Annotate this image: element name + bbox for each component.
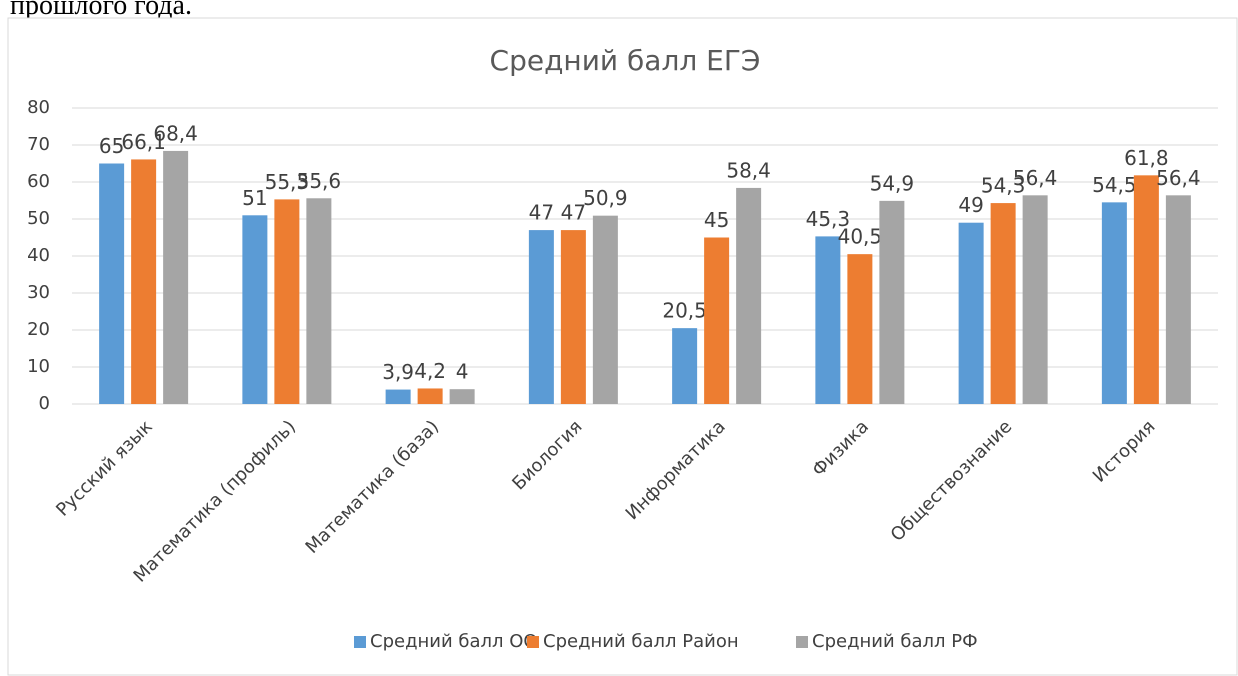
bar [306, 198, 332, 404]
bar [528, 230, 554, 404]
data-label: 55,6 [297, 169, 342, 193]
bar [131, 159, 157, 404]
legend-swatch [354, 636, 366, 648]
bar [672, 328, 698, 404]
data-label: 20,5 [662, 299, 707, 323]
data-label: 3,9 [382, 360, 414, 384]
legend-label: Средний балл Район [543, 631, 739, 652]
legend-swatch [796, 636, 808, 648]
bar [1101, 202, 1127, 404]
bar [592, 215, 618, 404]
data-label: 54,9 [870, 171, 915, 195]
data-label: 40,5 [838, 225, 883, 249]
y-tick-label: 40 [27, 245, 50, 266]
y-tick-label: 10 [27, 356, 50, 377]
data-label: 4,2 [414, 359, 446, 383]
data-label: 49 [958, 193, 983, 217]
legend-label: Средний балл РФ [812, 631, 978, 652]
legend-swatch [527, 636, 539, 648]
y-tick-label: 70 [27, 134, 50, 155]
bar [163, 150, 189, 404]
data-label: 65 [99, 134, 124, 158]
bar [736, 187, 762, 404]
data-label: 54,5 [1092, 173, 1137, 197]
data-label: 56,4 [1013, 166, 1058, 190]
data-label: 47 [529, 201, 554, 225]
data-label: 47 [561, 201, 586, 225]
bar [385, 389, 411, 404]
bar [274, 199, 300, 404]
chart-frame [7, 17, 1238, 676]
y-tick-label: 50 [27, 208, 50, 229]
chart-title: Средний балл ЕГЭ [490, 44, 761, 77]
page-text: прошлого года. [10, 0, 192, 21]
data-label: 66,1 [121, 130, 166, 154]
bar [704, 237, 730, 404]
data-label: 56,4 [1156, 166, 1201, 190]
y-tick-label: 60 [27, 171, 50, 192]
y-tick-label: 0 [39, 393, 50, 414]
data-label: 51 [242, 186, 267, 210]
bar [990, 203, 1016, 404]
bar [242, 215, 268, 404]
bar [560, 230, 586, 404]
bar [1022, 195, 1048, 404]
data-label: 54,3 [981, 174, 1026, 198]
data-label: 55,3 [265, 170, 310, 194]
data-label: 61,8 [1124, 146, 1169, 170]
bar [449, 389, 475, 404]
bar [99, 163, 125, 404]
bar [417, 388, 443, 404]
data-label: 45 [704, 208, 729, 232]
data-label: 68,4 [153, 121, 198, 145]
bar [1133, 175, 1159, 404]
data-label: 45,3 [806, 207, 851, 231]
y-tick-label: 80 [27, 97, 50, 118]
y-tick-label: 20 [27, 319, 50, 340]
data-label: 50,9 [583, 186, 628, 210]
bar [879, 200, 905, 404]
bar [958, 222, 984, 404]
legend-label: Средний балл ОО [370, 631, 538, 652]
data-label: 4 [456, 360, 469, 384]
y-tick-label: 30 [27, 282, 50, 303]
bar [847, 254, 873, 404]
bar [1165, 195, 1191, 404]
bar [815, 236, 841, 404]
data-label: 58,4 [726, 158, 771, 182]
